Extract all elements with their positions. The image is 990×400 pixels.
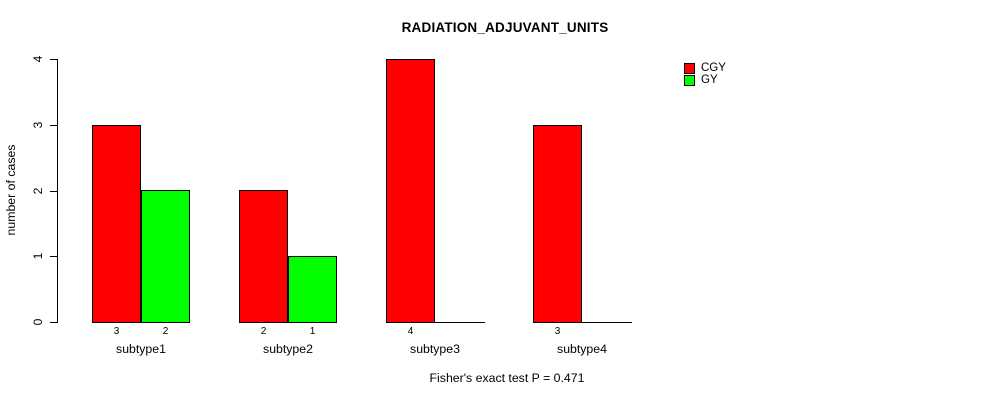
legend-swatch-gy	[684, 75, 695, 86]
y-axis-title: number of cases	[4, 144, 18, 236]
category-label-subtype4: subtype4	[557, 342, 607, 356]
legend-item-gy: GY	[684, 74, 726, 86]
y-tick-label: 2	[31, 187, 45, 195]
bar-value-label: 2	[260, 326, 267, 337]
legend-item-cgy: CGY	[684, 62, 726, 74]
cgy-bar-subtype2	[239, 190, 288, 323]
y-axis-tick	[50, 125, 57, 126]
gy-bar-subtype3-zero-baseline	[435, 322, 485, 323]
y-tick-label: 1	[31, 252, 45, 260]
bar-value-label: 1	[309, 326, 316, 337]
cgy-bar-subtype3	[386, 59, 435, 323]
y-tick-label: 4	[31, 55, 45, 63]
bar-value-label: 2	[162, 326, 169, 337]
gy-bar-subtype4-zero-baseline	[582, 322, 632, 323]
gy-bar-subtype2	[288, 256, 337, 323]
bar-value-label: 3	[113, 326, 120, 337]
legend-swatch-cgy	[684, 63, 695, 74]
fisher-test-annotation: Fisher's exact test P = 0.471	[429, 371, 585, 385]
legend-label-gy: GY	[701, 74, 718, 86]
category-label-subtype3: subtype3	[410, 342, 460, 356]
category-label-subtype1: subtype1	[116, 342, 166, 356]
y-axis-line	[57, 59, 58, 323]
gy-bar-subtype1	[141, 190, 190, 323]
y-axis-tick	[50, 256, 57, 257]
chart-title: RADIATION_ADJUVANT_UNITS	[401, 20, 609, 35]
bar-value-label: 4	[407, 326, 414, 337]
cgy-bar-subtype4	[533, 125, 582, 323]
legend-label-cgy: CGY	[701, 62, 726, 74]
y-tick-label: 0	[31, 318, 45, 326]
bar-value-label: 3	[554, 326, 561, 337]
category-label-subtype2: subtype2	[263, 342, 313, 356]
legend: CGY GY	[684, 62, 726, 87]
y-axis-tick	[50, 59, 57, 60]
y-axis-tick	[50, 322, 57, 323]
y-tick-label: 3	[31, 121, 45, 129]
y-axis-tick	[50, 191, 57, 192]
cgy-bar-subtype1	[92, 125, 141, 323]
